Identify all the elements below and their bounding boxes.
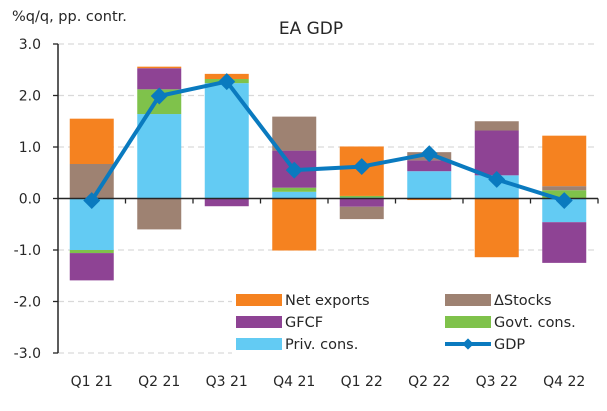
legend-marker-gdp [462,338,474,350]
y-axis-label: %q/q, pp. contr. [12,9,127,25]
bar-stocks-q1-22 [339,206,384,220]
bar-govt-cons-q4-21 [272,187,317,192]
bar-priv-cons-q4-21 [272,191,317,199]
legend-swatch-net-exports [236,294,282,306]
legend-label-net-exports: Net exports [285,293,370,309]
bar-gfcf-q1-21 [69,253,114,281]
legend-label-gdp: GDP [494,337,525,353]
gdp-point-q2-21 [150,87,168,105]
x-tick-label: Q4 22 [543,374,585,390]
bar-net-exports-q2-22 [407,198,452,201]
legend-label-gfcf: GFCF [285,315,323,331]
gdp-point-q2-22 [420,145,438,163]
bar-gfcf-q3-22 [474,130,519,176]
bar-priv-cons-q2-21 [137,114,182,199]
gdp-point-q1-22 [353,158,371,176]
gdp-line-path [90,79,565,203]
y-tick-label: 0.0 [19,192,41,208]
x-tick-label: Q2 22 [408,374,450,390]
legend-swatch-priv-cons [236,338,282,350]
bar-priv-cons-q4-22 [542,198,587,223]
x-tick-label: Q3 22 [476,374,518,390]
legend-label-priv-cons: Priv. cons. [285,337,358,353]
gdp-point-q3-21 [218,73,236,91]
y-tick-label: 1.0 [19,140,41,156]
x-tick-label: Q4 21 [273,374,315,390]
bar-stocks-q3-22 [474,121,519,131]
bar-govt-cons-q1-22 [339,195,384,198]
legend-swatch-stocks [445,294,491,306]
y-tick-label: -3.0 [14,346,41,362]
bar-net-exports-q3-22 [474,198,519,258]
y-tick-label: 3.0 [19,37,41,53]
x-tick-label: Q2 21 [138,374,180,390]
bar-gfcf-q4-22 [542,222,587,263]
y-tick-label: -2.0 [14,295,41,311]
x-tick-label: Q1 22 [341,374,383,390]
y-tick-label: 2.0 [19,89,41,105]
bar-stocks-q4-22 [542,186,587,191]
gdp-point-q3-22 [488,170,506,188]
gdp-line [83,73,573,210]
bar-gfcf-q2-22 [407,160,452,172]
bar-stocks-q2-21 [137,198,182,230]
bar-gfcf-q3-21 [204,198,249,207]
bar-gfcf-q1-22 [339,198,384,207]
chart-title: EA GDP [279,19,343,39]
gdp-point-q1-21 [83,192,101,210]
legend: Net exports ΔStocks GFCF Govt. cons. Priv. c… [232,286,602,358]
y-tick-label: -1.0 [14,243,41,259]
gdp-point-q4-22 [555,192,573,210]
bar-net-exports-q2-21 [137,66,182,69]
legend-swatch-gfcf [236,316,282,328]
legend-box [232,286,602,358]
gdp-point-q4-21 [285,161,303,179]
legend-label-govt-cons: Govt. cons. [494,315,576,331]
bar-net-exports-q4-21 [272,198,317,251]
bar-govt-cons-q1-21 [69,250,114,254]
bars [69,66,587,281]
bar-net-exports-q1-21 [69,118,114,164]
bar-gfcf-q2-21 [137,68,182,90]
bar-stocks-q4-21 [272,116,317,151]
legend-label-stocks: ΔStocks [494,293,552,309]
x-tick-label: Q3 21 [206,374,248,390]
y-ticks: 3.0 2.0 1.0 0.0 -1.0 -2.0 -3.0 [14,37,58,362]
bar-net-exports-q4-22 [542,135,587,187]
x-ticks: Q1 21 Q2 21 Q3 21 Q4 21 Q1 22 Q2 22 Q3 22 Q4 22 [71,198,599,390]
x-tick-label: Q1 21 [71,374,113,390]
bar-priv-cons-q2-22 [407,171,452,199]
legend-swatch-govt-cons [445,316,491,328]
